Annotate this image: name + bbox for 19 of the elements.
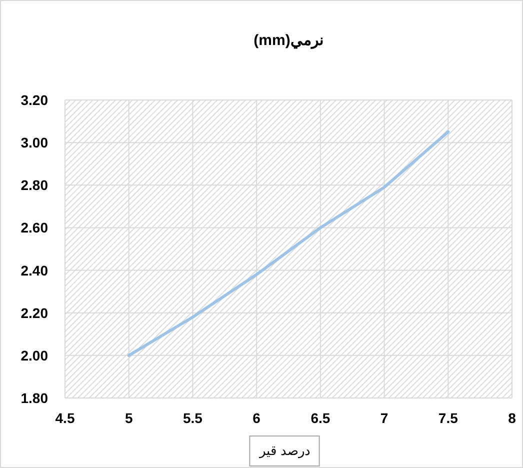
y-tick-label: 2.40 [20,262,48,278]
x-tick-label: 4.5 [55,410,75,426]
y-tick-label: 3.20 [20,92,48,108]
x-tick-label: 7.5 [438,410,458,426]
y-tick-label: 2.20 [20,304,48,321]
x-axis-title: درصد قير [258,443,310,459]
x-tick-label: 6 [252,410,261,426]
y-tick-label: 2.60 [20,220,48,236]
y-tick-label: 2.00 [20,347,48,364]
line-series [127,130,450,357]
x-tick-label: 5.5 [182,410,203,426]
x-tick-label: 7 [380,410,388,426]
y-tick-label: 3.00 [20,134,48,151]
y-tick-label: 1.80 [20,390,48,406]
chart-title: نرمي(mm) [254,32,324,50]
x-tick-label: 8 [508,410,516,426]
x-tick-label: 6.5 [310,410,330,426]
y-tick-label: 2.80 [20,177,48,194]
x-tick-label: 5 [124,410,133,426]
